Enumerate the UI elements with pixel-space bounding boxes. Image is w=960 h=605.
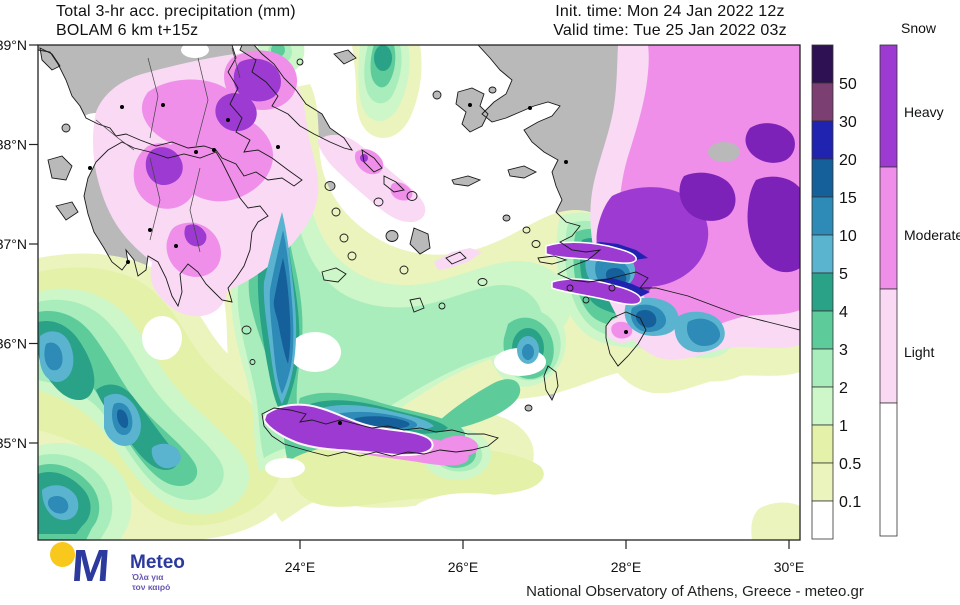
svg-text:15: 15 xyxy=(839,190,857,207)
region-borders xyxy=(95,47,241,253)
lon-tick-label: 26°E xyxy=(448,559,479,575)
logo-m-icon: M xyxy=(70,540,112,591)
svg-text:Moderate: Moderate xyxy=(904,227,960,243)
precip-colorbar xyxy=(811,44,834,540)
clear-sea-holes xyxy=(142,316,765,537)
svg-text:1: 1 xyxy=(839,418,848,435)
city-dots xyxy=(88,103,628,425)
map-frame xyxy=(37,44,801,541)
init-time-label: Init. time: Mon 24 Jan 2022 12z xyxy=(555,3,785,20)
lat-tick-label: 38°N xyxy=(0,137,27,153)
svg-text:Light: Light xyxy=(904,344,934,360)
svg-text:4: 4 xyxy=(839,304,848,321)
svg-text:0.5: 0.5 xyxy=(839,456,861,473)
svg-text:20: 20 xyxy=(839,152,857,169)
snow-colorbar-labels: Heavy Moderate Light xyxy=(904,104,960,360)
meteo-logo: M Meteo Όλα για τον καιρό xyxy=(48,540,218,598)
latitude-axis xyxy=(29,44,38,444)
logo-wordmark: Meteo xyxy=(130,552,185,573)
logo-sun-icon xyxy=(50,542,75,567)
svg-text:5: 5 xyxy=(839,266,848,283)
map-title-line2: BOLAM 6 km t+15z xyxy=(56,22,199,39)
logo-tagline: Όλα για τον καιρό xyxy=(132,572,171,592)
lat-tick-label: 37°N xyxy=(0,236,27,252)
snow-scale-title: Snow xyxy=(901,20,937,36)
lat-tick-label: 36°N xyxy=(0,336,27,352)
svg-text:50: 50 xyxy=(839,76,857,93)
snow-heavy-dark-layer xyxy=(679,123,800,273)
map-title-line1: Total 3-hr acc. precipitation (mm) xyxy=(56,3,296,20)
lon-tick-label: 24°E xyxy=(285,559,316,575)
lon-tick-label: 30°E xyxy=(774,559,805,575)
precip-colorbar-labels: 50 30 20 15 10 5 4 3 2 1 0.5 0.1 xyxy=(839,76,861,511)
svg-text:0.1: 0.1 xyxy=(839,494,861,511)
lon-tick-label: 28°E xyxy=(611,559,642,575)
lat-tick-label: 35°N xyxy=(0,435,27,451)
attribution-text: National Observatory of Athens, Greece -… xyxy=(526,583,864,600)
svg-text:Heavy: Heavy xyxy=(904,104,944,120)
land-gap-in-snow xyxy=(708,142,740,162)
svg-text:30: 30 xyxy=(839,114,857,131)
snow-colorbar xyxy=(879,44,898,537)
svg-text:2: 2 xyxy=(839,380,848,397)
svg-text:3: 3 xyxy=(839,342,848,359)
svg-text:10: 10 xyxy=(839,228,857,245)
longitude-axis xyxy=(299,540,790,549)
crete-snow-heavy xyxy=(262,403,434,457)
lat-tick-label: 39°N xyxy=(0,37,27,53)
valid-time-label: Valid time: Tue 25 Jan 2022 03z xyxy=(553,22,787,39)
